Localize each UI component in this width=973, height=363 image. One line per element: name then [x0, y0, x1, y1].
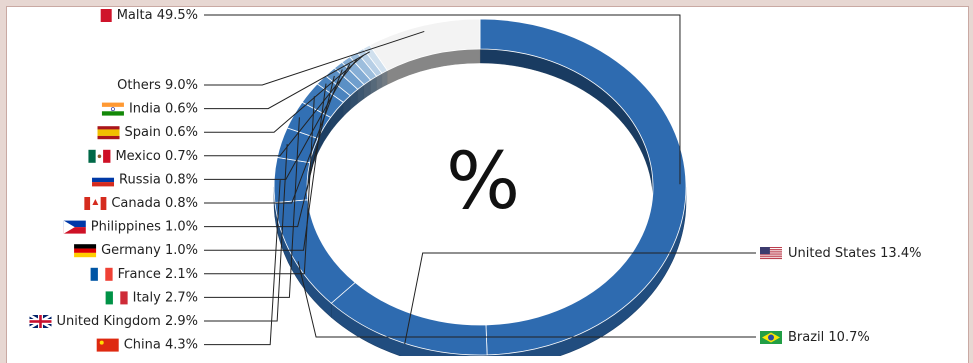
leader-line-india: [204, 51, 371, 110]
slice-label-india: India 0.6%: [129, 102, 198, 117]
malta-flag-icon: [89, 9, 112, 22]
slice-malta: [479, 18, 687, 356]
france-flag-icon: [90, 267, 113, 281]
leader-line-philippines: [204, 75, 335, 228]
chart-panel: [6, 6, 969, 363]
slice-label-italy: Italy 2.7%: [133, 290, 198, 305]
slice-label-mexico: Mexico 0.7%: [115, 149, 198, 164]
spain-flag-icon: [97, 126, 120, 140]
leader-line-mexico: [204, 58, 358, 157]
italy-flag-icon: [105, 291, 128, 305]
mexico-flag-icon: [88, 149, 111, 163]
chart-title: %: [446, 137, 520, 227]
china-flag-icon: [96, 338, 119, 352]
slice-label-canada: Canada 0.8%: [111, 196, 198, 211]
slice-labels: Malta 49.5% United States 13.4% Brazil 10.…: [28, 8, 921, 353]
russia-flag-icon: [92, 173, 115, 187]
slice-label-philippines: Philippines 1.0%: [91, 220, 198, 235]
slice-others: [369, 18, 481, 71]
slice-label-russia: Russia 0.8%: [119, 172, 198, 187]
leader-line-united-states: [404, 252, 756, 345]
slice-label-malta: Malta 49.5%: [117, 8, 198, 23]
us-flag-icon: [760, 247, 782, 260]
leader-line-canada: [204, 69, 343, 204]
leader-line-malta: [204, 14, 681, 185]
germany-flag-icon: [74, 244, 97, 258]
leader-lines: [204, 14, 756, 346]
leader-line-italy: [204, 117, 300, 298]
leader-line-brazil: [297, 261, 756, 338]
india-flag-icon: [101, 102, 124, 116]
leader-line-others: [204, 30, 425, 86]
leader-line-china: [204, 180, 281, 346]
uk-flag-icon: [28, 313, 53, 330]
brazil-flag-icon: [760, 331, 782, 344]
slice-label-brazil: Brazil 10.7%: [788, 330, 870, 345]
slice-label-united-states: United States 13.4%: [788, 246, 921, 261]
leader-line-spain: [204, 54, 364, 133]
leader-line-russia: [204, 63, 351, 180]
slice-label-spain: Spain 0.6%: [125, 125, 198, 140]
slice-label-germany: Germany 1.0%: [101, 243, 198, 258]
philippines-flag-icon: [63, 220, 86, 234]
slice-label-others: Others 9.0%: [117, 78, 198, 93]
slice-label-france: France 2.1%: [118, 267, 198, 282]
canada-flag-icon: [84, 197, 107, 210]
leader-line-france: [204, 96, 315, 275]
slice-label-china: China 4.3%: [124, 338, 198, 353]
slice-label-united-kingdom: United Kingdom 2.9%: [56, 314, 198, 329]
donut-top-layer: [273, 18, 687, 356]
